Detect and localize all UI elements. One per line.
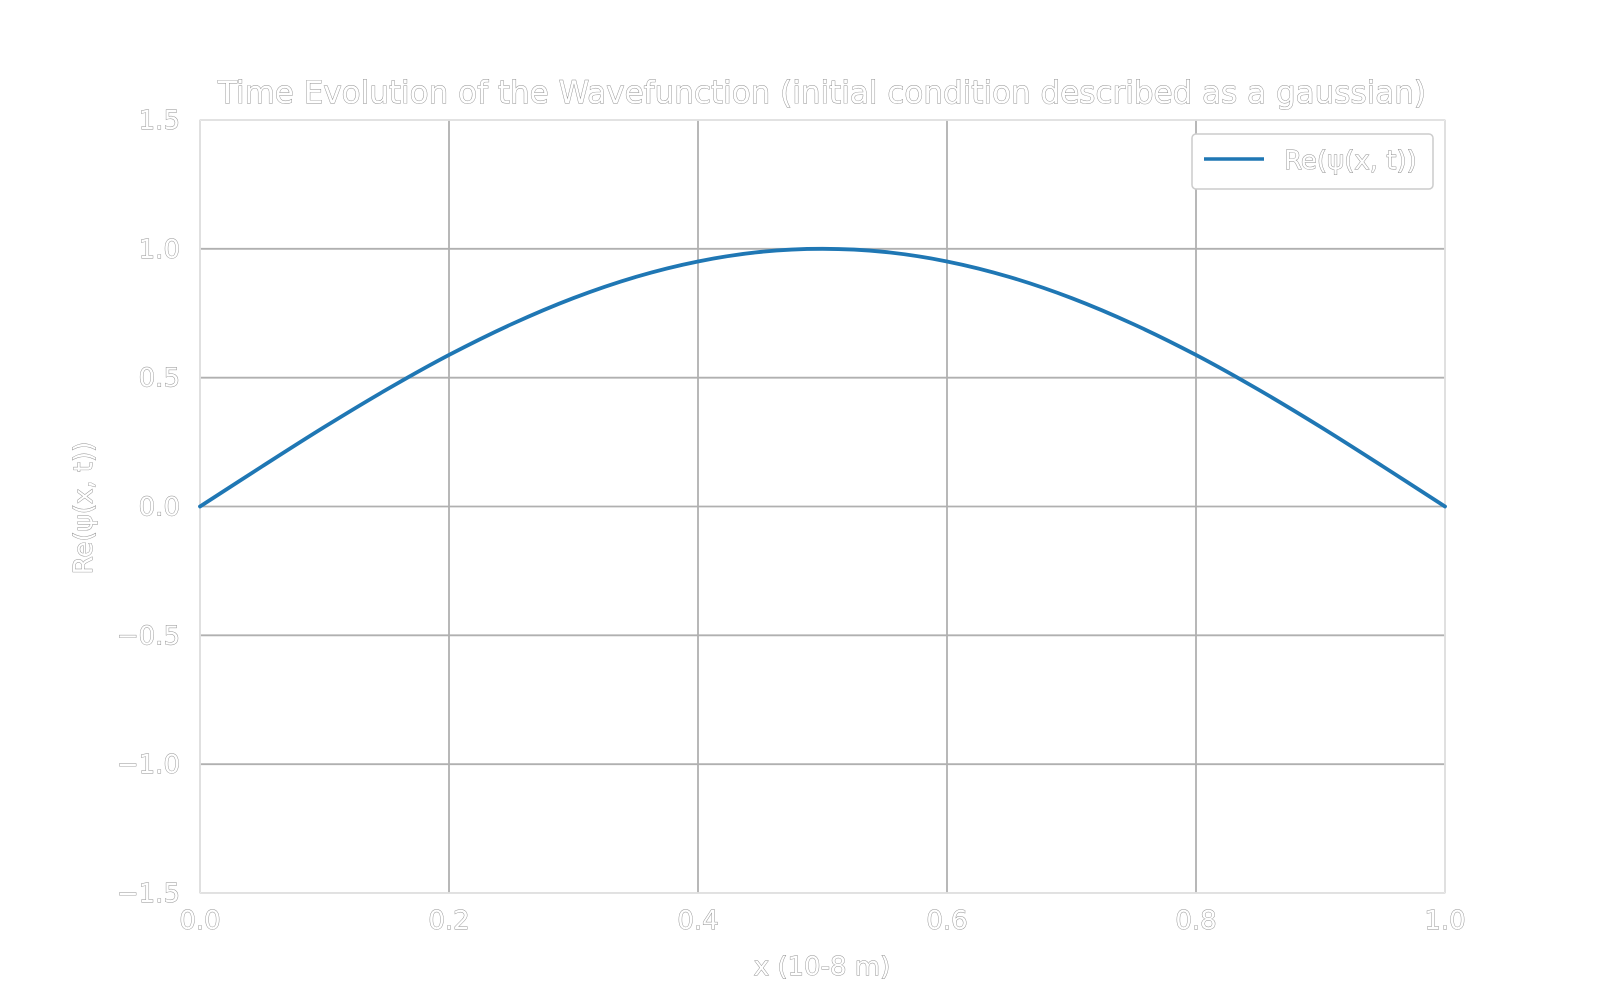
y-axis-label: Re(ψ(x, t))	[69, 442, 99, 575]
y-tick-label: 0.5	[139, 364, 180, 394]
y-tick-label: 1.0	[139, 235, 180, 265]
x-tick-label: 0.2	[428, 906, 469, 936]
y-tick-label: 0.0	[139, 493, 180, 523]
x-axis-label: x (10-8 m)	[754, 952, 891, 982]
y-tick-label: −1.0	[117, 750, 180, 780]
grid	[200, 120, 1445, 893]
x-tick-labels: 0.0 0.2 0.4 0.6 0.8 1.0	[179, 906, 1465, 936]
y-tick-label: 1.5	[139, 106, 180, 136]
y-tick-labels: 1.5 1.0 0.5 0.0 −0.5 −1.0 −1.5	[117, 106, 180, 909]
y-tick-label: −0.5	[117, 621, 180, 651]
legend-label: Re(ψ(x, t))	[1284, 146, 1417, 176]
legend: Re(ψ(x, t))	[1192, 134, 1433, 189]
chart-title: Time Evolution of the Wavefunction (init…	[217, 75, 1426, 111]
x-tick-label: 0.0	[179, 906, 220, 936]
x-tick-label: 1.0	[1424, 906, 1465, 936]
x-tick-label: 0.6	[926, 906, 967, 936]
x-tick-label: 0.8	[1175, 906, 1216, 936]
x-tick-label: 0.4	[677, 906, 718, 936]
y-tick-label: −1.5	[117, 879, 180, 909]
